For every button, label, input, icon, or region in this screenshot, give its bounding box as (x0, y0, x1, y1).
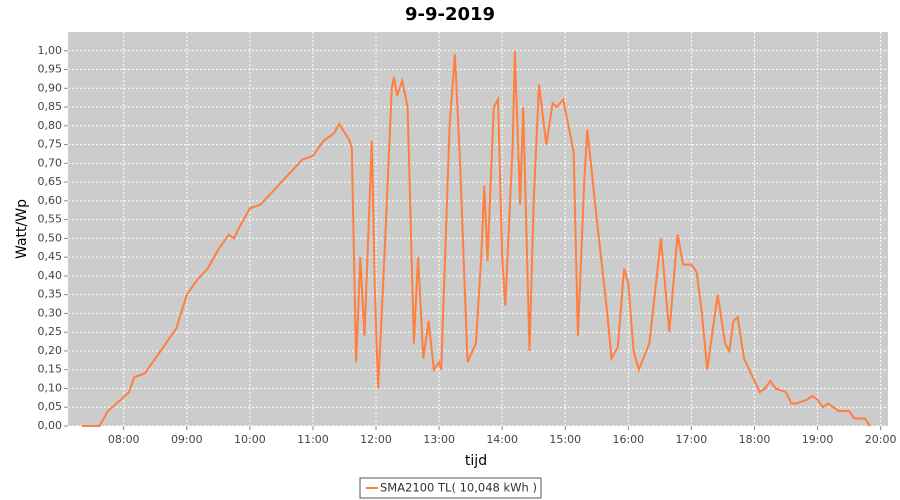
y-tick-label: 0,45 (38, 250, 63, 263)
y-tick-label: 0,35 (38, 288, 63, 301)
plot-area (68, 32, 888, 426)
x-tick-label: 15:00 (549, 433, 581, 446)
y-tick-label: 0,30 (38, 306, 63, 319)
legend (359, 477, 542, 499)
x-tick-label: 18:00 (739, 433, 771, 446)
x-tick-label: 11:00 (297, 433, 329, 446)
y-tick-label: 0,95 (38, 63, 63, 76)
y-tick-label: 0,55 (38, 213, 63, 226)
y-tick-label: 1,00 (38, 44, 63, 57)
y-tick-label: 0,90 (38, 81, 63, 94)
x-tick-label: 19:00 (802, 433, 834, 446)
x-axis-label: tijd (465, 453, 487, 469)
series-line (81, 50, 871, 427)
x-tick-label: 09:00 (171, 433, 203, 446)
y-tick-label: 0,80 (38, 119, 63, 132)
y-axis-label: Watt/Wp (14, 199, 30, 259)
y-tick-label: 0,85 (38, 100, 63, 113)
chart-title: 9-9-2019 (405, 4, 495, 25)
y-tick-label: 0,15 (38, 363, 63, 376)
x-tick-label: 12:00 (360, 433, 392, 446)
y-tick-label: 0,60 (38, 194, 63, 207)
x-tick-label: 20:00 (865, 433, 897, 446)
x-tick-label: 14:00 (486, 433, 518, 446)
y-tick-label: 0,40 (38, 269, 63, 282)
x-tick-label: 16:00 (612, 433, 644, 446)
y-tick-label: 0,05 (38, 400, 63, 413)
y-tick-label: 0,70 (38, 156, 63, 169)
x-tick-label: 08:00 (108, 433, 140, 446)
y-tick-label: 0,00 (38, 419, 63, 432)
legend-label: SMA2100 TL( 10,048 kWh ) (380, 481, 537, 495)
y-tick-label: 0,65 (38, 175, 63, 188)
y-tick-label: 0,25 (38, 325, 63, 338)
x-tick-label: 10:00 (234, 433, 266, 446)
y-tick-label: 0,75 (38, 138, 63, 151)
x-tick-label: 17:00 (676, 433, 708, 446)
y-tick-label: 0,50 (38, 231, 63, 244)
y-tick-label: 0,10 (38, 381, 63, 394)
y-tick-label: 0,20 (38, 344, 63, 357)
x-tick-label: 13:00 (423, 433, 455, 446)
